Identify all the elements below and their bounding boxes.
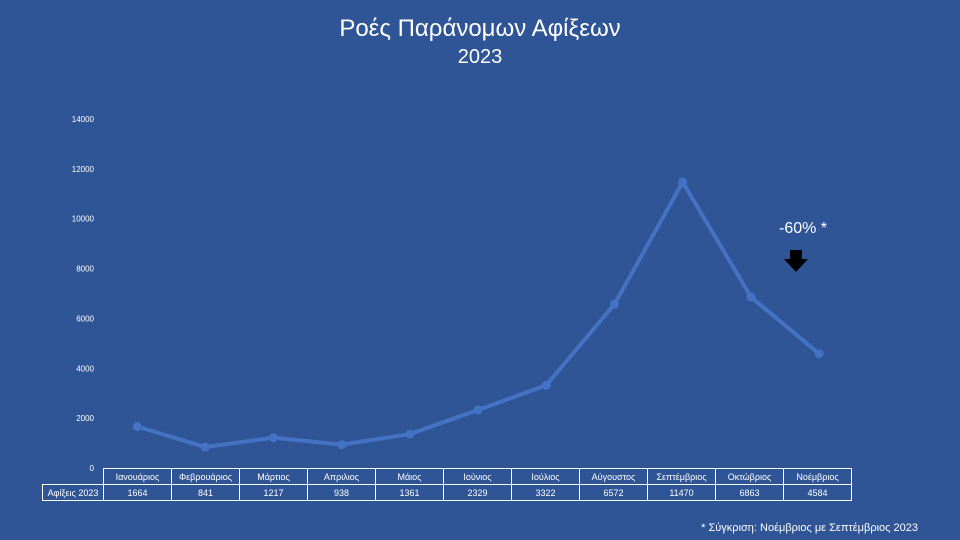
data-point — [200, 442, 210, 452]
data-value-cell: 11470 — [647, 484, 716, 501]
data-point — [610, 299, 619, 309]
footnote: * Σύγκριση: Νοέμβριος με Σεπτέμβριος 202… — [701, 522, 918, 534]
data-point — [132, 422, 142, 432]
x-category-label: Ιανουάριος — [103, 468, 172, 485]
data-value-cell: 3322 — [511, 484, 580, 501]
x-category-label: Απριλιος — [307, 468, 376, 485]
data-table-values-row: Αφίξεις 2023 1664 841 1217 938 1361 2329 3322 6… — [42, 484, 852, 501]
x-category-label: Φεβρουάριος — [171, 468, 240, 485]
data-table-series-label: Αφίξεις 2023 — [42, 484, 104, 501]
data-value-cell: 841 — [171, 484, 240, 501]
data-point — [678, 177, 688, 187]
data-value-cell: 6572 — [579, 484, 648, 501]
data-table-header-row: Ιανουάριος Φεβρουάριος Μάρτιος Απριλιος Μάιο… — [43, 468, 852, 485]
data-point — [269, 433, 278, 443]
y-tick-label: 12000 — [72, 165, 95, 174]
x-category-label: Νοέμβριος — [783, 468, 852, 485]
data-value-cell: 938 — [307, 484, 376, 501]
y-tick-label: 2000 — [76, 414, 94, 423]
y-tick-label: 4000 — [76, 364, 94, 373]
x-category-label: Ιούνιος — [443, 468, 512, 485]
x-category-label: Οκτώβριος — [715, 468, 784, 485]
data-value-cell: 4584 — [783, 484, 852, 501]
chart-subtitle: 2023 — [457, 46, 503, 68]
x-category-label: Αύγουστος — [579, 468, 648, 485]
data-value-cell: 1664 — [103, 484, 172, 501]
x-category-label: Ιούλιος — [511, 468, 580, 485]
y-tick-label: 8000 — [76, 265, 94, 274]
data-point — [473, 405, 483, 415]
y-tick-label: 6000 — [76, 314, 94, 323]
data-point — [814, 349, 824, 359]
data-value-cell: 2329 — [443, 484, 512, 501]
x-category-label: Σεπτέμβριος — [647, 468, 716, 485]
data-point — [337, 440, 347, 450]
data-value-cell: 1217 — [239, 484, 308, 501]
data-table: Ιανουάριος Φεβρουάριος Μάρτιος Απριλιος Μάιο… — [42, 468, 852, 501]
data-point — [746, 292, 756, 302]
y-tick-label: 0 — [90, 464, 95, 473]
data-point — [541, 380, 551, 390]
y-tick-label: 10000 — [72, 215, 95, 224]
change-annotation: -60% * — [778, 220, 828, 237]
x-category-label: Μάιος — [375, 468, 444, 485]
y-tick-label: 14000 — [72, 115, 95, 124]
data-value-cell: 1361 — [375, 484, 444, 501]
data-point — [405, 429, 415, 439]
down-arrow-icon — [784, 250, 808, 272]
data-table-corner — [43, 469, 104, 485]
chart-title: Ροές Παράνομων Αφίξεων — [339, 15, 621, 42]
x-category-label: Μάρτιος — [239, 468, 308, 485]
data-value-cell: 6863 — [715, 484, 784, 501]
